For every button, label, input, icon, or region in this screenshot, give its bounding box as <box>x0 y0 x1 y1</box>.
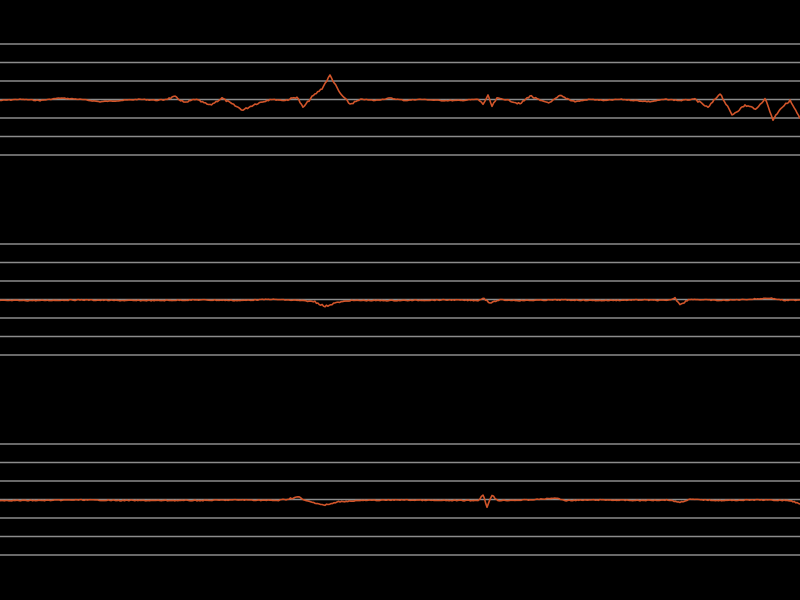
waveform-trace-2-1 <box>0 296 800 308</box>
trace-panel-1 <box>0 43 800 156</box>
waveform-trace-3-1 <box>0 494 800 509</box>
trace-panel-3 <box>0 443 800 556</box>
waveform-trace-1-1 <box>0 74 800 122</box>
trace-panel-2 <box>0 243 800 356</box>
